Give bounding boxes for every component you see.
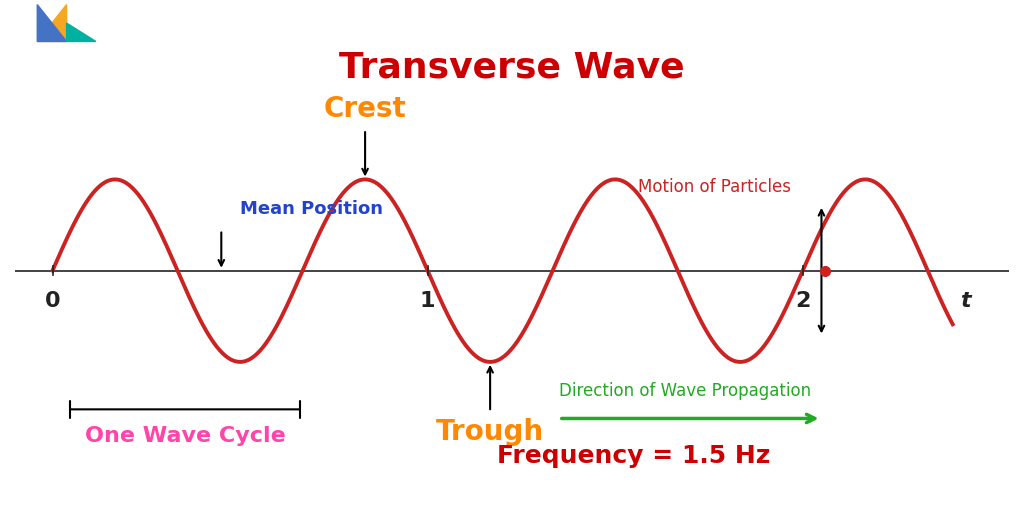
Text: STORY OF MATHEMATICS: STORY OF MATHEMATICS	[36, 79, 97, 83]
Polygon shape	[37, 5, 67, 41]
Text: Crest: Crest	[324, 95, 407, 123]
Text: Mean Position: Mean Position	[240, 200, 383, 218]
Text: t: t	[961, 291, 971, 311]
Polygon shape	[37, 5, 67, 41]
Text: Trough: Trough	[436, 418, 544, 446]
Text: 1: 1	[420, 291, 435, 311]
Polygon shape	[67, 23, 96, 41]
Text: Frequency = 1.5 Hz: Frequency = 1.5 Hz	[498, 444, 771, 468]
Text: 2: 2	[795, 291, 810, 311]
Text: Motion of Particles: Motion of Particles	[638, 178, 792, 196]
Text: One Wave Cycle: One Wave Cycle	[85, 426, 286, 446]
Title: Transverse Wave: Transverse Wave	[339, 51, 685, 85]
Text: Direction of Wave Propagation: Direction of Wave Propagation	[559, 382, 811, 400]
Text: SOM: SOM	[42, 57, 91, 76]
Text: 0: 0	[45, 291, 60, 311]
